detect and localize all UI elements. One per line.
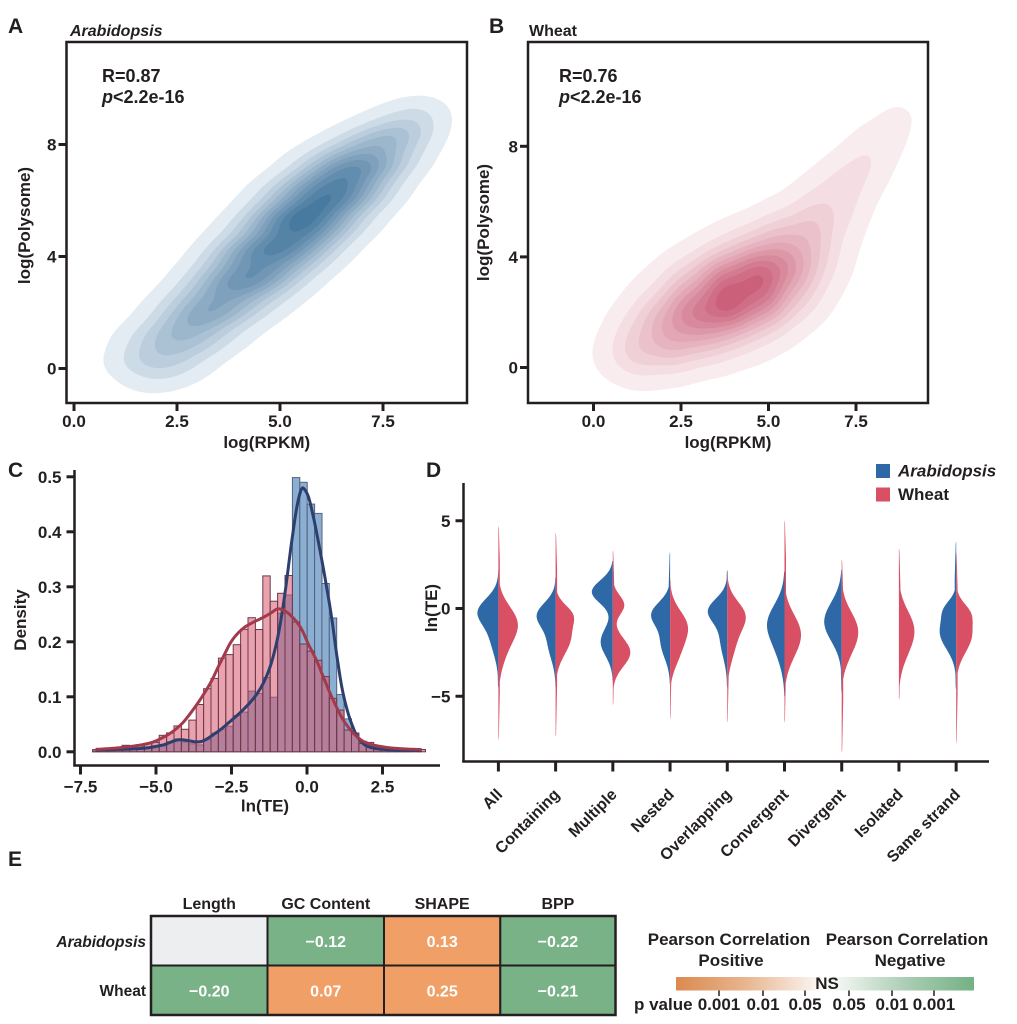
svg-text:−5.0: −5.0 xyxy=(139,778,173,797)
svg-text:−2.5: −2.5 xyxy=(215,778,249,797)
svg-text:log(Polysome): log(Polysome) xyxy=(474,164,493,281)
svg-text:BPP: BPP xyxy=(541,896,574,913)
svg-text:R=0.87: R=0.87 xyxy=(102,66,161,86)
svg-text:SHAPE: SHAPE xyxy=(415,896,470,913)
svg-text:0.001: 0.001 xyxy=(698,995,741,1014)
svg-text:B: B xyxy=(489,15,504,38)
svg-text:0.0: 0.0 xyxy=(295,778,319,797)
svg-text:2.5: 2.5 xyxy=(165,412,189,431)
svg-text:0: 0 xyxy=(509,359,518,378)
svg-text:log(RPKM): log(RPKM) xyxy=(223,433,310,452)
svg-text:0: 0 xyxy=(441,600,450,619)
svg-text:Divergent: Divergent xyxy=(785,786,850,851)
svg-text:−0.22: −0.22 xyxy=(538,934,579,951)
svg-text:ln(TE): ln(TE) xyxy=(422,584,441,632)
svg-text:Pearson Correlation: Pearson Correlation xyxy=(648,930,811,949)
svg-text:Arabidopsis: Arabidopsis xyxy=(897,462,996,481)
svg-text:p value: p value xyxy=(634,995,693,1014)
svg-text:log(Polysome): log(Polysome) xyxy=(15,167,34,284)
svg-text:0.0: 0.0 xyxy=(62,412,86,431)
svg-text:0.01: 0.01 xyxy=(746,995,779,1014)
svg-text:7.5: 7.5 xyxy=(371,412,395,431)
svg-text:0.3: 0.3 xyxy=(38,578,62,597)
svg-text:0.25: 0.25 xyxy=(427,983,458,1000)
svg-text:−5: −5 xyxy=(431,687,450,706)
svg-text:Wheat: Wheat xyxy=(898,485,949,504)
svg-text:5.0: 5.0 xyxy=(268,412,292,431)
svg-text:2.5: 2.5 xyxy=(669,412,693,431)
svg-text:−0.12: −0.12 xyxy=(306,934,347,951)
svg-text:Multiple: Multiple xyxy=(566,786,621,841)
svg-text:−0.20: −0.20 xyxy=(189,983,230,1000)
svg-text:4: 4 xyxy=(509,248,519,267)
svg-text:log(RPKM): log(RPKM) xyxy=(685,433,772,452)
svg-text:5: 5 xyxy=(441,512,450,531)
svg-text:Arabidopsis: Arabidopsis xyxy=(55,934,146,951)
svg-text:Density: Density xyxy=(11,589,30,651)
svg-text:C: C xyxy=(8,459,23,482)
svg-text:GC Content: GC Content xyxy=(281,896,371,913)
svg-text:0.1: 0.1 xyxy=(38,688,62,707)
svg-text:0: 0 xyxy=(47,360,56,379)
svg-text:p<2.2e-16: p<2.2e-16 xyxy=(101,87,185,107)
svg-text:R=0.76: R=0.76 xyxy=(559,66,618,86)
svg-text:0.07: 0.07 xyxy=(310,983,341,1000)
svg-text:D: D xyxy=(426,459,441,482)
svg-text:0.001: 0.001 xyxy=(913,995,956,1014)
svg-text:Length: Length xyxy=(183,896,236,913)
svg-text:Nested: Nested xyxy=(628,786,678,836)
svg-text:2.5: 2.5 xyxy=(371,778,395,797)
svg-text:A: A xyxy=(8,15,23,38)
svg-text:0.5: 0.5 xyxy=(38,468,62,487)
svg-text:0.05: 0.05 xyxy=(788,995,821,1014)
svg-text:p<2.2e-16: p<2.2e-16 xyxy=(558,87,642,107)
svg-text:ln(TE): ln(TE) xyxy=(241,797,289,816)
svg-text:0.0: 0.0 xyxy=(582,412,606,431)
svg-text:0.4: 0.4 xyxy=(38,523,62,542)
svg-text:0.2: 0.2 xyxy=(38,633,62,652)
svg-text:Negative: Negative xyxy=(875,951,946,970)
svg-text:0.0: 0.0 xyxy=(38,743,62,762)
svg-text:8: 8 xyxy=(509,137,518,156)
svg-text:Isolated: Isolated xyxy=(852,786,907,841)
svg-text:0.05: 0.05 xyxy=(832,995,865,1014)
svg-text:−0.21: −0.21 xyxy=(538,983,579,1000)
svg-text:Arabidopsis: Arabidopsis xyxy=(69,23,163,40)
svg-text:E: E xyxy=(8,848,22,871)
svg-text:Pearson Correlation: Pearson Correlation xyxy=(826,930,989,949)
svg-text:Wheat: Wheat xyxy=(529,23,578,40)
svg-text:4: 4 xyxy=(47,248,57,267)
svg-text:8: 8 xyxy=(47,136,56,155)
svg-text:All: All xyxy=(480,786,506,812)
svg-text:Wheat: Wheat xyxy=(100,983,147,1000)
svg-text:NS: NS xyxy=(815,974,839,993)
svg-text:7.5: 7.5 xyxy=(844,412,868,431)
svg-text:0.13: 0.13 xyxy=(427,934,458,951)
svg-text:Positive: Positive xyxy=(698,951,763,970)
svg-text:0.01: 0.01 xyxy=(875,995,908,1014)
svg-text:−7.5: −7.5 xyxy=(64,778,98,797)
svg-text:5.0: 5.0 xyxy=(757,412,781,431)
